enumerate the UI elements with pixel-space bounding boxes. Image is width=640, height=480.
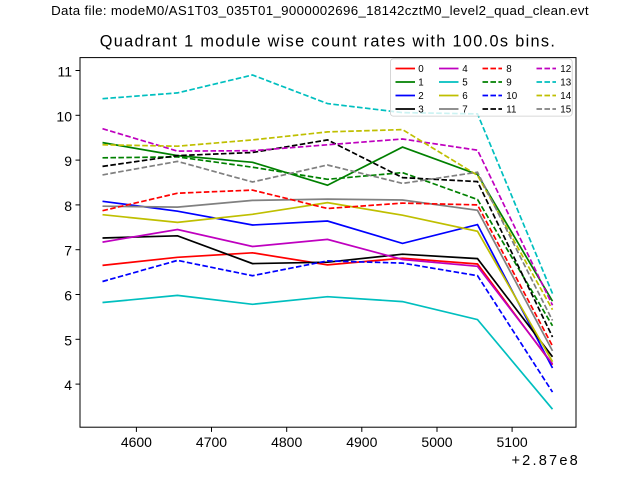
- svg-text:10: 10: [506, 91, 517, 102]
- svg-text:10: 10: [56, 108, 72, 124]
- svg-text:4600: 4600: [121, 434, 152, 450]
- svg-text:5000: 5000: [421, 434, 452, 450]
- svg-text:4800: 4800: [271, 434, 302, 450]
- svg-text:13: 13: [560, 77, 571, 88]
- svg-text:9: 9: [506, 77, 511, 88]
- svg-text:4900: 4900: [346, 434, 377, 450]
- svg-text:Quadrant 1 module wise count r: Quadrant 1 module wise count rates with …: [100, 33, 557, 51]
- svg-text:8: 8: [506, 64, 512, 75]
- svg-text:11: 11: [506, 104, 516, 115]
- svg-text:11: 11: [57, 64, 72, 80]
- svg-text:12: 12: [560, 64, 571, 75]
- svg-text:3: 3: [418, 104, 424, 115]
- svg-text:5100: 5100: [497, 434, 528, 450]
- svg-text:6: 6: [462, 91, 468, 102]
- svg-text:14: 14: [560, 91, 571, 102]
- svg-text:7: 7: [462, 104, 467, 115]
- svg-text:4700: 4700: [196, 434, 227, 450]
- svg-text:Data file: modeM0/AS1T03_035T0: Data file: modeM0/AS1T03_035T01_90000026…: [51, 3, 589, 18]
- svg-text:7: 7: [64, 243, 72, 259]
- svg-text:5: 5: [64, 332, 72, 348]
- svg-text:8: 8: [64, 198, 72, 214]
- svg-text:6: 6: [64, 288, 72, 304]
- svg-text:5: 5: [462, 77, 468, 88]
- svg-text:15: 15: [560, 104, 571, 115]
- svg-text:2: 2: [418, 91, 423, 102]
- svg-text:0: 0: [418, 64, 424, 75]
- svg-text:1: 1: [418, 77, 423, 88]
- svg-text:4: 4: [64, 377, 72, 393]
- svg-text:+2.87e8: +2.87e8: [511, 453, 580, 469]
- svg-text:4: 4: [462, 64, 468, 75]
- svg-text:9: 9: [64, 153, 72, 169]
